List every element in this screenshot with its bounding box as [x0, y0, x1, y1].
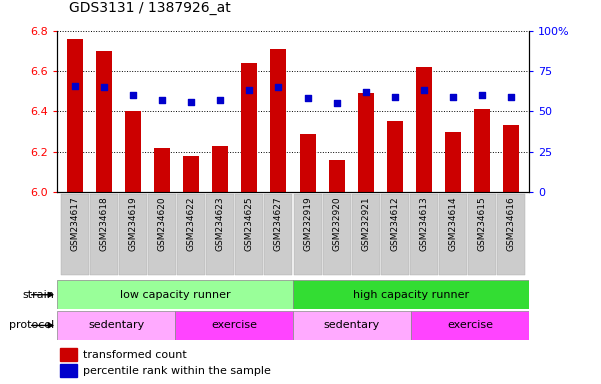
- FancyBboxPatch shape: [90, 194, 118, 275]
- FancyBboxPatch shape: [148, 194, 176, 275]
- Text: GSM234613: GSM234613: [419, 196, 429, 251]
- Bar: [504, 126, 519, 192]
- Bar: [60, 364, 77, 377]
- Text: transformed count: transformed count: [82, 349, 186, 359]
- Point: [273, 84, 283, 90]
- FancyBboxPatch shape: [381, 194, 409, 275]
- Text: sedentary: sedentary: [88, 320, 144, 331]
- Bar: [474, 109, 490, 192]
- FancyBboxPatch shape: [439, 194, 467, 275]
- Point: [245, 87, 254, 93]
- Bar: [57, 280, 293, 309]
- Point: [419, 87, 429, 93]
- Text: GSM234623: GSM234623: [216, 196, 225, 251]
- FancyBboxPatch shape: [119, 194, 147, 275]
- Point: [390, 94, 400, 100]
- FancyBboxPatch shape: [264, 194, 293, 275]
- Bar: [67, 39, 82, 192]
- Text: GSM234612: GSM234612: [391, 196, 400, 251]
- Bar: [212, 146, 228, 192]
- Text: GSM232921: GSM232921: [361, 196, 370, 251]
- Bar: [299, 134, 316, 192]
- Text: GSM234617: GSM234617: [70, 196, 79, 251]
- Text: GSM234620: GSM234620: [157, 196, 166, 251]
- FancyBboxPatch shape: [352, 194, 380, 275]
- Point: [70, 83, 79, 89]
- FancyBboxPatch shape: [177, 194, 205, 275]
- Bar: [293, 311, 411, 340]
- Bar: [57, 311, 175, 340]
- Point: [507, 94, 516, 100]
- FancyBboxPatch shape: [236, 194, 263, 275]
- Bar: [183, 156, 199, 192]
- Bar: [125, 111, 141, 192]
- Text: exercise: exercise: [211, 320, 257, 331]
- Bar: [416, 67, 432, 192]
- Bar: [329, 160, 345, 192]
- Point: [303, 95, 313, 101]
- FancyBboxPatch shape: [410, 194, 438, 275]
- Bar: [358, 93, 374, 192]
- Text: GSM234615: GSM234615: [478, 196, 487, 251]
- Text: GSM234614: GSM234614: [449, 196, 457, 251]
- Bar: [60, 348, 77, 361]
- Bar: [445, 132, 461, 192]
- Text: exercise: exercise: [447, 320, 493, 331]
- Point: [448, 94, 458, 100]
- Text: GDS3131 / 1387926_at: GDS3131 / 1387926_at: [69, 2, 231, 15]
- FancyBboxPatch shape: [323, 194, 350, 275]
- Point: [477, 92, 487, 98]
- Text: sedentary: sedentary: [324, 320, 380, 331]
- Text: GSM232919: GSM232919: [303, 196, 312, 251]
- Point: [215, 97, 225, 103]
- Bar: [96, 51, 112, 192]
- FancyBboxPatch shape: [293, 194, 322, 275]
- Text: GSM232920: GSM232920: [332, 196, 341, 251]
- FancyBboxPatch shape: [468, 194, 496, 275]
- FancyBboxPatch shape: [61, 194, 88, 275]
- Bar: [270, 49, 287, 192]
- Text: GSM234625: GSM234625: [245, 196, 254, 251]
- Bar: [154, 148, 170, 192]
- Point: [99, 84, 109, 90]
- Point: [332, 100, 341, 106]
- FancyBboxPatch shape: [498, 194, 525, 275]
- Text: GSM234618: GSM234618: [99, 196, 108, 251]
- Point: [361, 89, 371, 95]
- Text: protocol: protocol: [9, 320, 54, 331]
- Text: strain: strain: [22, 290, 54, 300]
- Point: [186, 99, 196, 105]
- Text: GSM234622: GSM234622: [186, 196, 195, 251]
- Text: GSM234627: GSM234627: [274, 196, 283, 251]
- Text: GSM234619: GSM234619: [129, 196, 137, 251]
- Bar: [411, 311, 529, 340]
- Bar: [293, 280, 529, 309]
- Bar: [241, 63, 257, 192]
- Point: [157, 97, 166, 103]
- Bar: [387, 121, 403, 192]
- Text: low capacity runner: low capacity runner: [120, 290, 230, 300]
- Text: percentile rank within the sample: percentile rank within the sample: [82, 366, 270, 376]
- Text: high capacity runner: high capacity runner: [353, 290, 469, 300]
- FancyBboxPatch shape: [206, 194, 234, 275]
- Bar: [175, 311, 293, 340]
- Point: [128, 92, 138, 98]
- Text: GSM234616: GSM234616: [507, 196, 516, 251]
